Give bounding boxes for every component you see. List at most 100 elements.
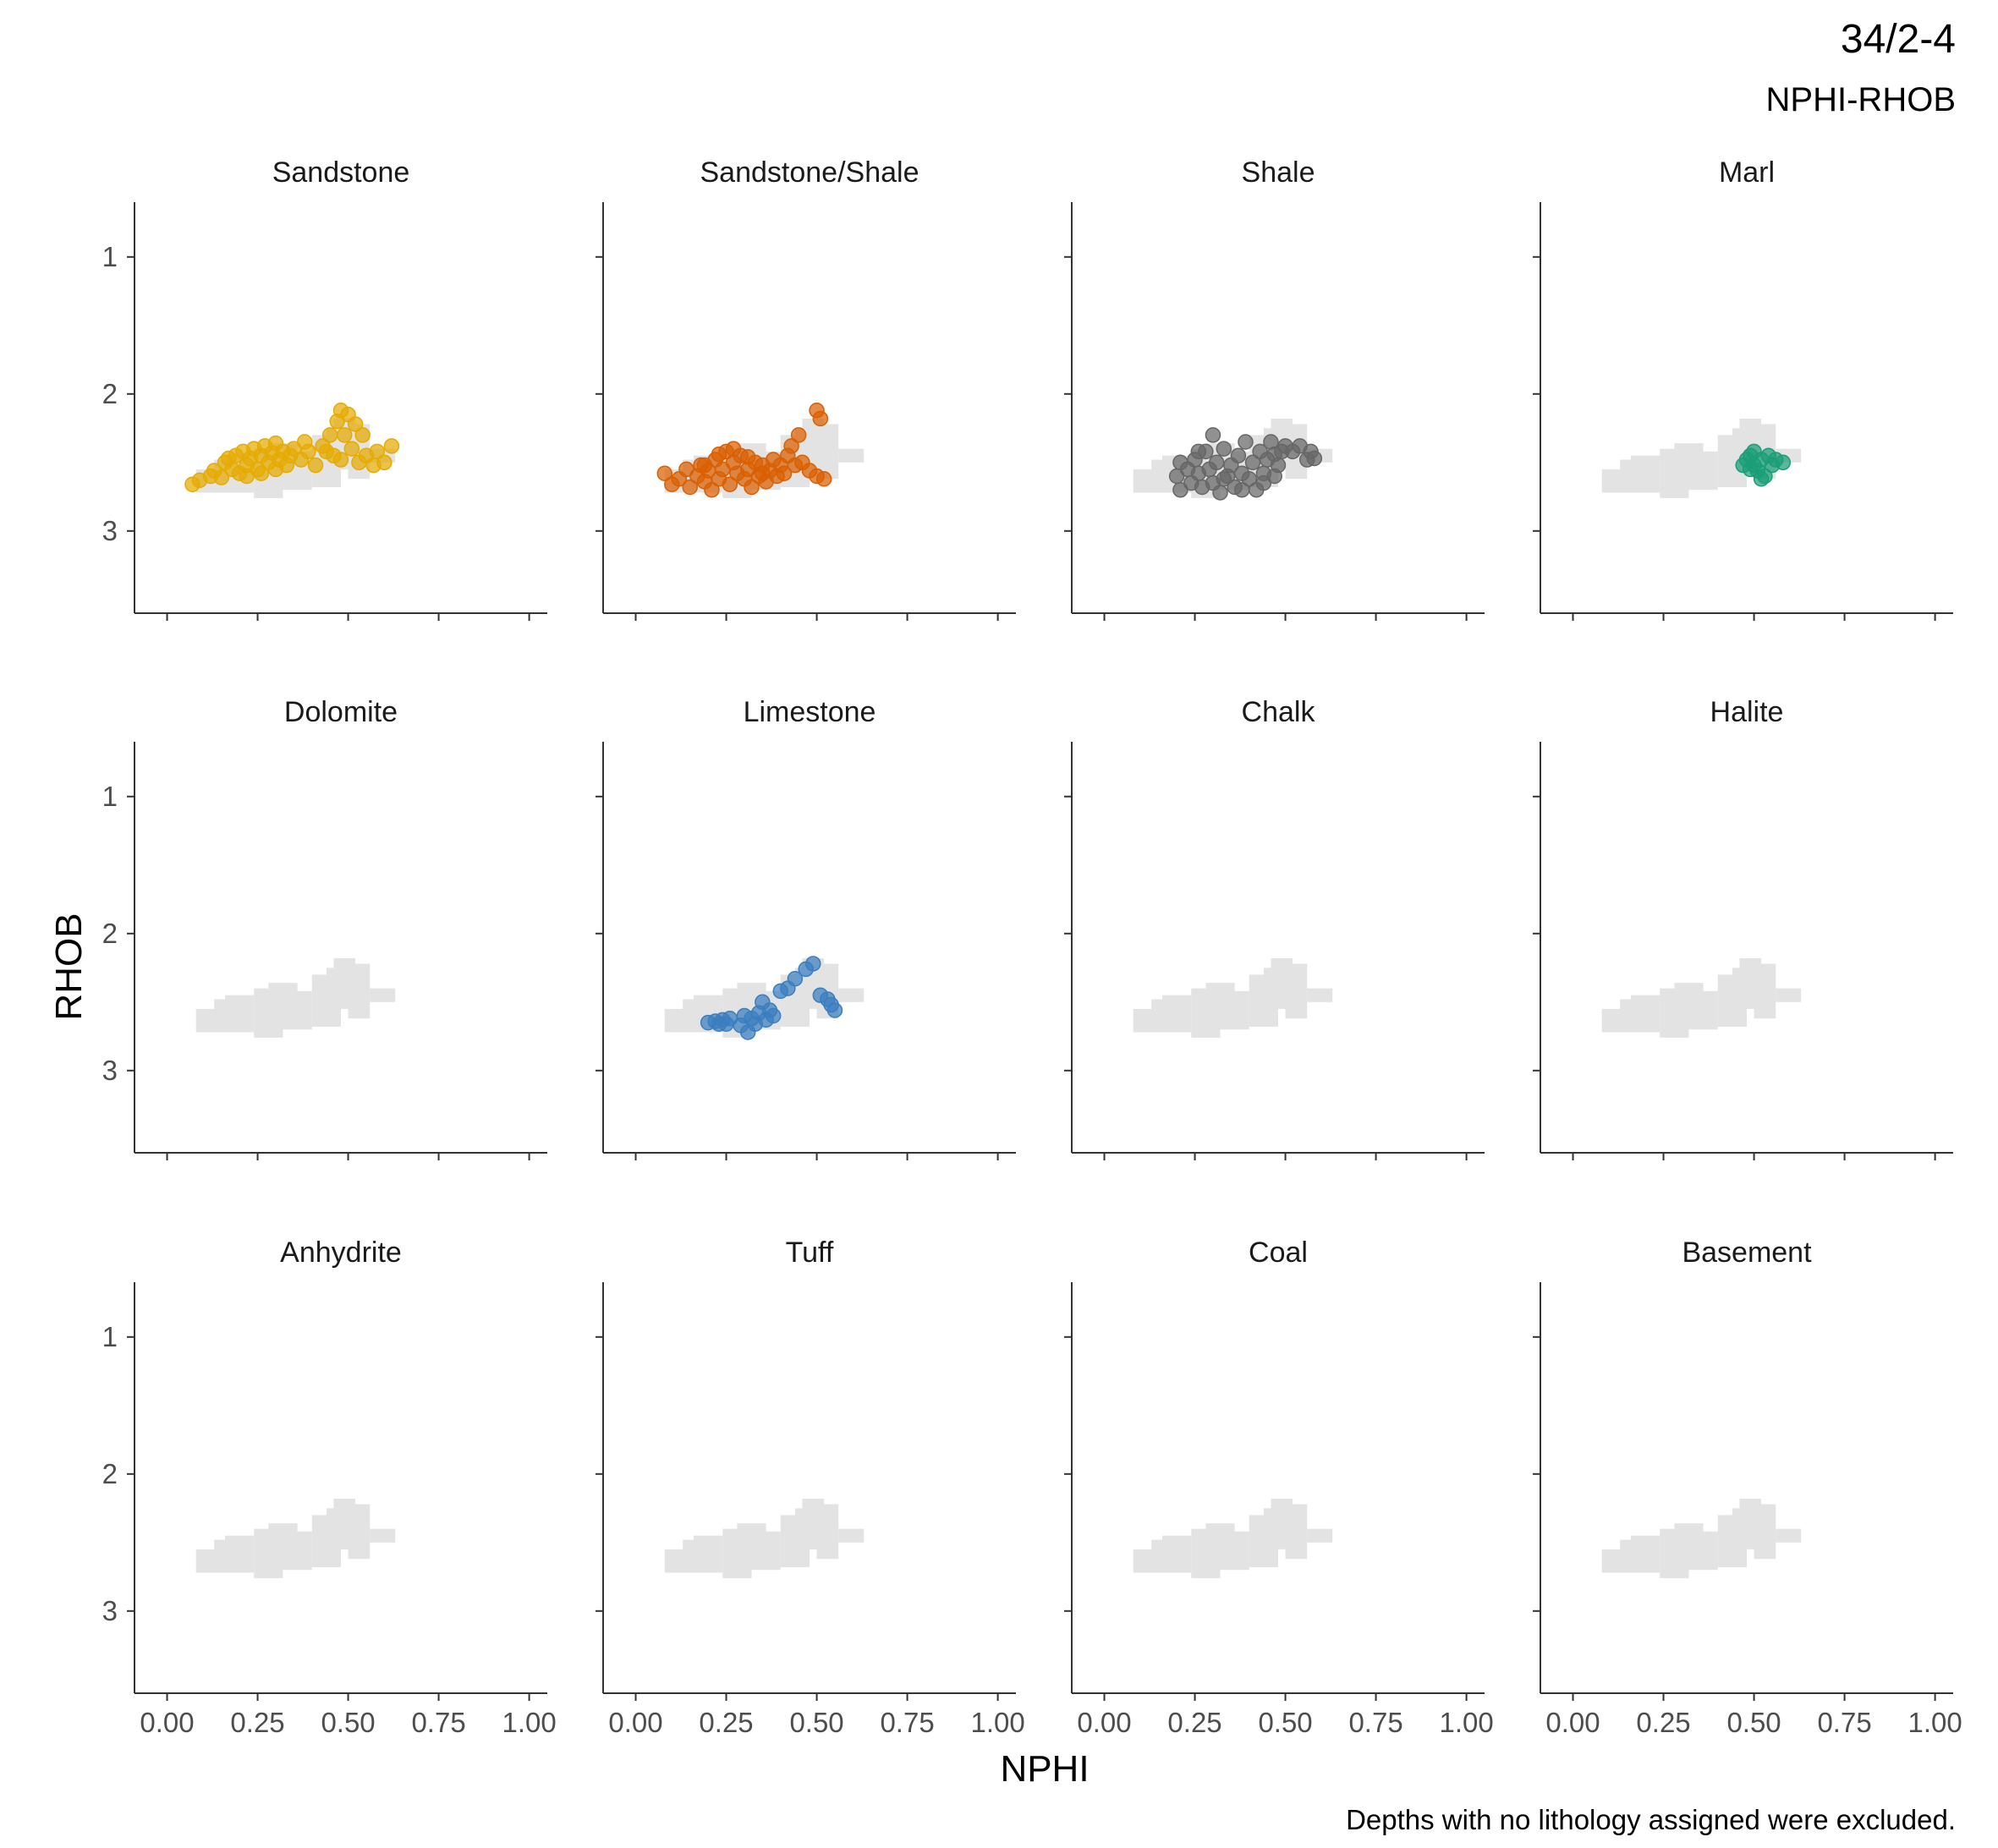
facet-strip-title: Dolomite: [284, 696, 398, 728]
x-tick-label: 0.50: [1258, 1707, 1312, 1738]
facet-strip-title: Chalk: [1242, 696, 1316, 728]
background-density-cell: [1674, 983, 1704, 1000]
facet-panels: Sandstone 1 2 3 Sandstone/Shale Shale Marl Dolo…: [102, 156, 1962, 1738]
data-point: [383, 438, 400, 454]
data-point: [1241, 470, 1258, 487]
data-point: [815, 470, 832, 487]
background-density-cell: [1620, 459, 1646, 476]
facet-strip-title: Coal: [1249, 1237, 1308, 1269]
background-density-cell: [1307, 1528, 1333, 1543]
background-density-cell: [794, 1508, 817, 1529]
facet-panel-halite: Halite: [1533, 696, 1953, 1160]
data-point: [1233, 481, 1250, 498]
x-tick-label: 0.00: [140, 1707, 194, 1738]
data-point: [296, 434, 313, 450]
data-point: [1212, 485, 1228, 501]
facet-strip-title: Sandstone/Shale: [700, 156, 919, 189]
facet-strip-title: Sandstone: [272, 156, 410, 189]
facet-panel-basement: Basement 0.00 0.25 0.50 0.75 1.00: [1533, 1237, 1962, 1738]
background-density-cell: [370, 1528, 396, 1543]
x-tick-label: 0.75: [880, 1707, 934, 1738]
facet-panel-dolomite: Dolomite 1 2 3: [102, 696, 547, 1160]
x-tick-label: 0.50: [321, 1707, 375, 1738]
data-point: [725, 441, 742, 457]
y-axis-title: RHOB: [48, 913, 90, 1020]
x-tick-label: 1.00: [1439, 1707, 1493, 1738]
facet-panel-chalk: Chalk: [1064, 696, 1485, 1160]
x-tick-label: 0.50: [1726, 1707, 1781, 1738]
x-tick-label: 0.25: [230, 1707, 284, 1738]
data-point: [369, 443, 386, 460]
data-point: [826, 1002, 843, 1018]
data-point: [376, 454, 392, 471]
data-point: [765, 1007, 782, 1024]
background-density-cell: [1263, 1508, 1286, 1529]
data-point: [239, 468, 255, 485]
background-density-cell: [838, 448, 865, 463]
data-point: [722, 476, 738, 492]
background-density-cell: [838, 1528, 865, 1543]
background-density-cell: [816, 1504, 839, 1560]
y-tick-label: 3: [102, 1055, 118, 1086]
data-point: [267, 461, 284, 478]
background-density-cell: [1205, 1523, 1235, 1540]
background-density-cell: [737, 1523, 766, 1540]
y-tick-label: 2: [102, 1458, 118, 1489]
background-density-cell: [1732, 968, 1754, 989]
y-tick-label: 3: [102, 1595, 118, 1626]
facet-strip-title: Tuff: [786, 1237, 834, 1269]
background-density-cell: [1732, 1508, 1754, 1529]
data-point: [347, 416, 364, 432]
data-point: [343, 441, 360, 457]
background-density-cell: [326, 1508, 349, 1529]
y-tick-label: 1: [102, 241, 118, 272]
data-point: [1255, 474, 1272, 491]
background-density-cell: [1674, 443, 1704, 460]
data-point: [1205, 427, 1221, 443]
data-point: [321, 427, 338, 443]
facet-panel-anhydrite: Anhydrite 1 2 3 0.00 0.25 0.50 0.75 1.00: [102, 1237, 557, 1738]
plot-title: 34/2-4: [1841, 17, 1956, 62]
x-tick-label: 1.00: [970, 1707, 1024, 1738]
data-point: [1238, 434, 1254, 450]
caption: Depths with no lithology assigned were e…: [1346, 1804, 1956, 1835]
background-density-cell: [1776, 1528, 1802, 1543]
x-tick-label: 0.50: [789, 1707, 843, 1738]
background-density-cell: [348, 963, 371, 1019]
facet-panel-sandstone: Sandstone 1 2 3: [102, 156, 547, 621]
x-tick-label: 1.00: [1907, 1707, 1962, 1738]
data-point: [253, 465, 270, 482]
x-tick-label: 0.00: [1077, 1707, 1131, 1738]
facet-panel-shale: Shale: [1064, 156, 1485, 621]
facet-panel-marl: Marl: [1533, 156, 1953, 621]
data-point: [1230, 447, 1247, 463]
data-point: [307, 457, 324, 474]
background-density-cell: [1620, 999, 1646, 1016]
data-point: [790, 427, 807, 443]
background-density-cell: [1674, 1523, 1704, 1540]
data-point: [1266, 446, 1282, 463]
background-density-cell: [268, 983, 298, 1000]
background-density-cell: [1263, 968, 1286, 989]
y-tick-label: 2: [102, 918, 118, 949]
background-density-cell: [683, 999, 709, 1016]
y-tick-label: 1: [102, 1321, 118, 1352]
data-point: [755, 465, 771, 482]
x-tick-label: 0.75: [1348, 1707, 1402, 1738]
plot-subtitle: NPHI-RHOB: [1766, 81, 1956, 118]
data-point: [221, 450, 237, 467]
data-point: [213, 469, 229, 485]
facet-panel-coal: Coal 0.00 0.25 0.50 0.75 1.00: [1064, 1237, 1494, 1738]
facet-strip-title: Shale: [1242, 156, 1315, 189]
data-point: [704, 481, 720, 498]
x-tick-label: 0.25: [1636, 1707, 1690, 1738]
background-density-cell: [326, 968, 349, 989]
data-point: [682, 479, 698, 496]
data-point: [1306, 450, 1323, 467]
background-density-cell: [348, 1504, 371, 1560]
facet-panel-sandstone-shale: Sandstone/Shale: [596, 156, 1016, 621]
data-point: [711, 446, 727, 463]
facet-strip-title: Marl: [1719, 156, 1775, 189]
facet-strip-title: Limestone: [744, 696, 876, 728]
